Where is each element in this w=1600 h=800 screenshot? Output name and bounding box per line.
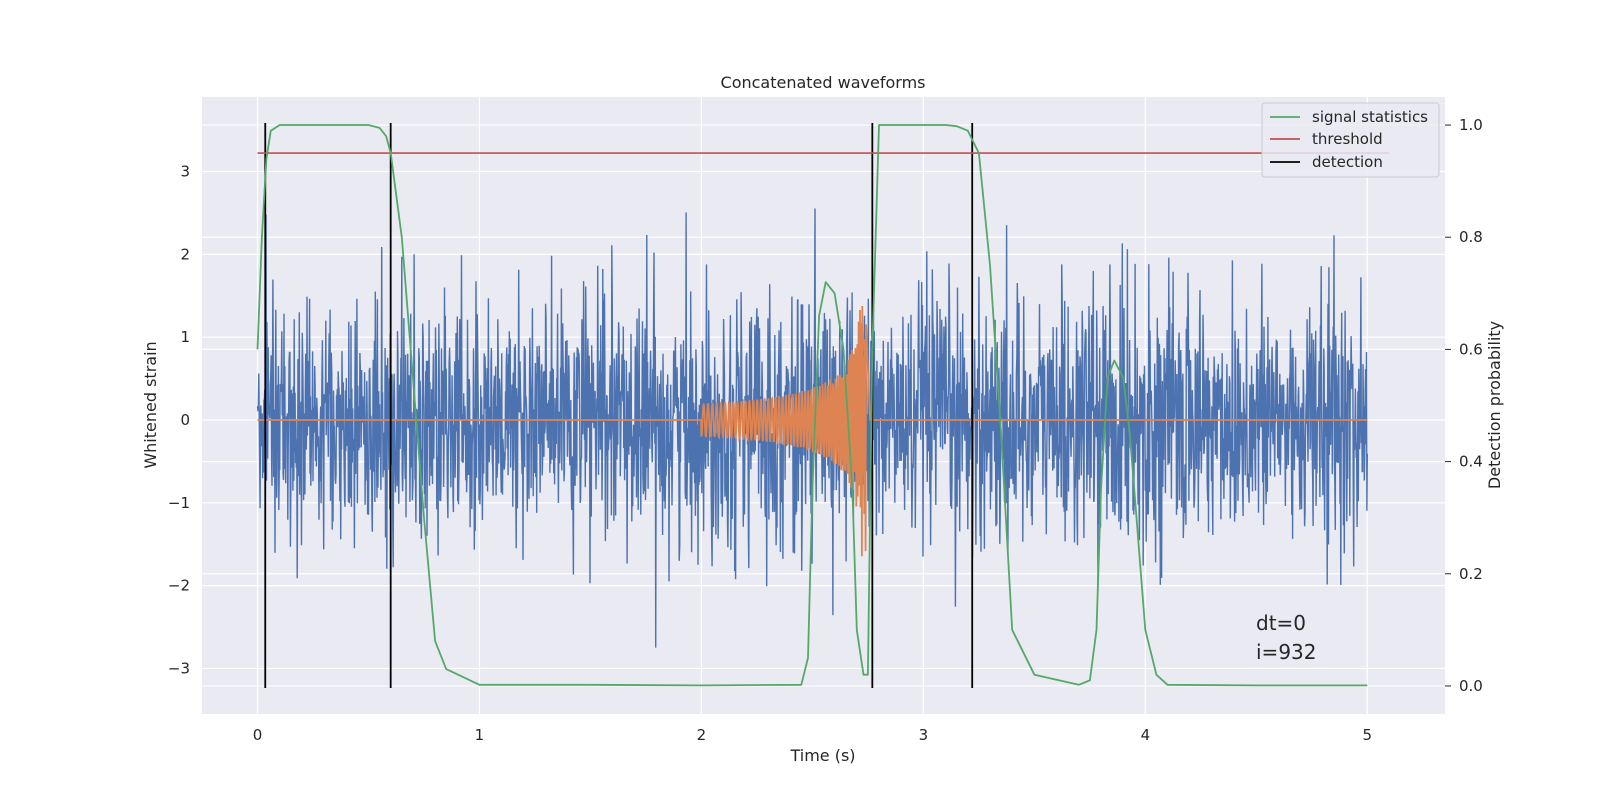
y-left-tick-label-1: −2 (168, 577, 190, 595)
x-tick-label-3: 3 (919, 726, 929, 744)
y-right-tick-label-2: 0.4 (1459, 453, 1483, 471)
y-right-tick-label-4: 0.8 (1459, 228, 1483, 246)
x-tick-label-0: 0 (253, 726, 263, 744)
y-left-tick-label-5: 2 (180, 245, 190, 263)
y-right-tick-label-3: 0.6 (1459, 340, 1483, 358)
legend-label-detection: detection (1312, 153, 1383, 171)
annotation-i: i=932 (1256, 640, 1317, 664)
chart-title: Concatenated waveforms (721, 73, 926, 92)
y-right-tick-label-1: 0.2 (1459, 565, 1483, 583)
x-axis-label: Time (s) (789, 746, 855, 765)
y-left-tick-label-6: 3 (180, 163, 190, 181)
y-left-tick-label-2: −1 (168, 494, 190, 512)
y-left-tick-label-0: −3 (168, 659, 190, 677)
legend-label-signal-statistics: signal statistics (1312, 108, 1428, 126)
x-tick-label-2: 2 (697, 726, 707, 744)
y-right-tick-label-0: 0.0 (1459, 677, 1483, 695)
x-tick-label-4: 4 (1141, 726, 1151, 744)
y-axis-label-right: Detection probability (1485, 321, 1504, 489)
series-chirp-line (257, 305, 1368, 557)
annotation-dt: dt=0 (1256, 611, 1306, 635)
y-left-tick-label-3: 0 (180, 411, 190, 429)
y-axis-label-left: Whitened strain (141, 341, 160, 468)
series-layer (256, 123, 1390, 688)
x-tick-label-5: 5 (1363, 726, 1373, 744)
legend-frame (1261, 102, 1440, 178)
series-signal-statistics-line (256, 124, 1368, 687)
x-tick-label-1: 1 (475, 726, 485, 744)
y-left-tick-label-4: 1 (180, 328, 190, 346)
legend: signal statistics threshold detection (1261, 102, 1440, 178)
ticks: 0 1 2 3 4 5 −3 −2 −1 0 1 2 3 0.0 0.2 0.4 0.6 0.8 1.0 (168, 116, 1483, 744)
legend-label-threshold: threshold (1312, 130, 1383, 148)
y-right-tick-label-5: 1.0 (1459, 116, 1483, 134)
